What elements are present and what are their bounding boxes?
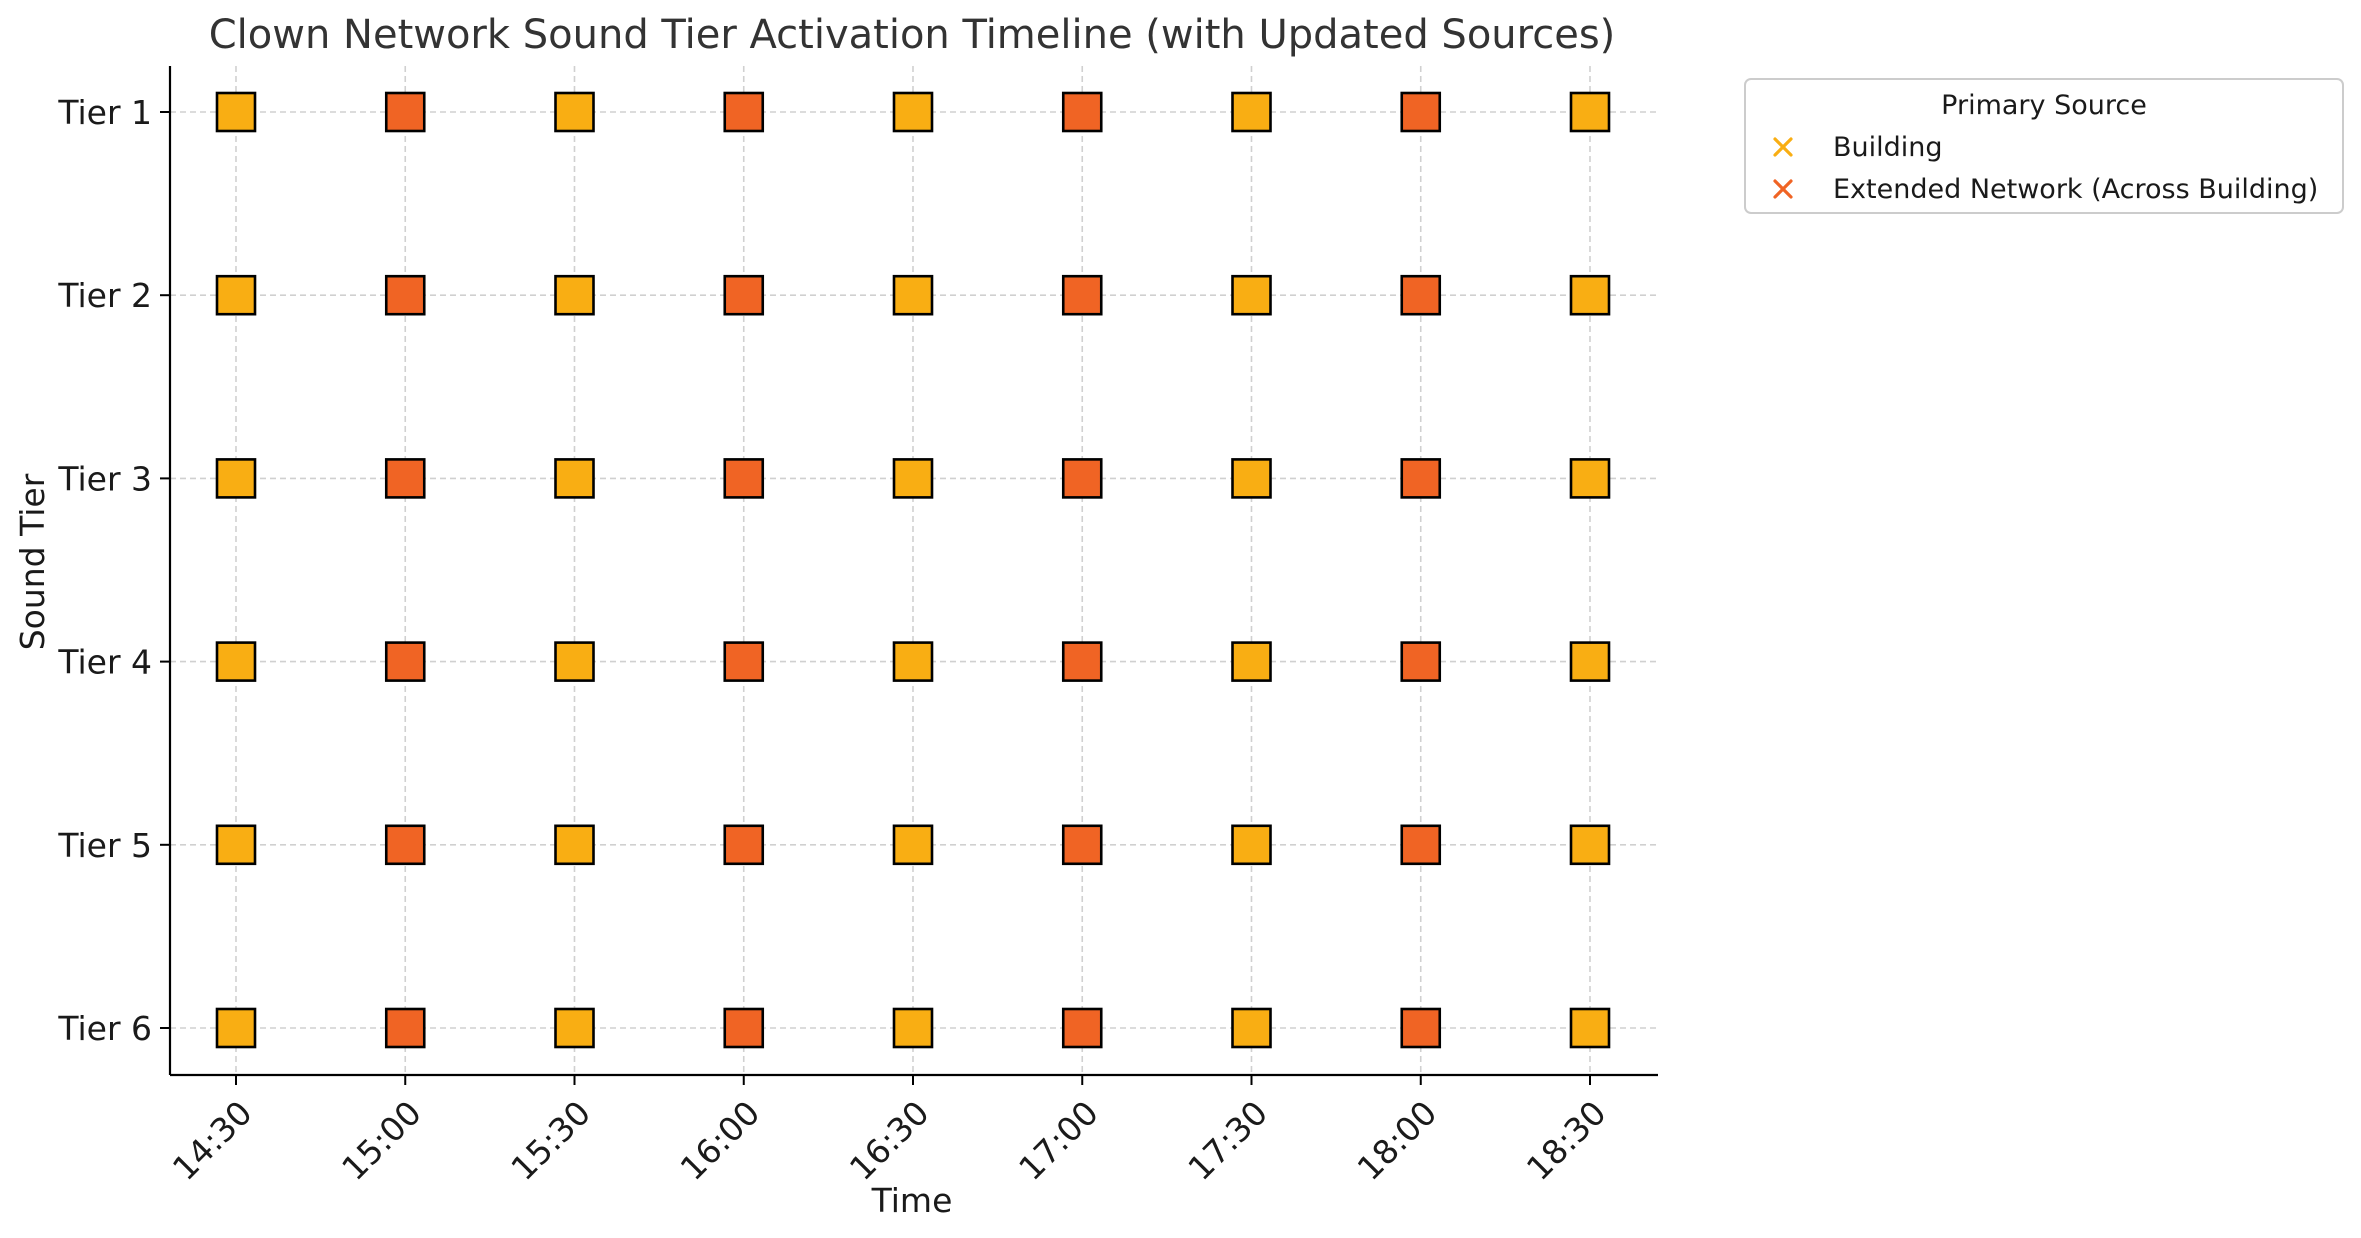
data-point-marker	[556, 643, 594, 681]
data-point-marker	[1233, 93, 1271, 131]
data-point-marker	[894, 276, 932, 314]
x-axis-ticks: 14:30 15:00 15:30 16:00 16:30 17:00 17:30 18:00…	[165, 1075, 1614, 1188]
data-point-marker	[1571, 1009, 1609, 1047]
data-point-marker	[1063, 459, 1101, 497]
x-tick-label: 15:30	[503, 1093, 598, 1188]
data-point-marker	[386, 826, 424, 864]
y-axis-ticks: Tier 1 Tier 2 Tier 3 Tier 4 Tier 5 Tier 6	[57, 93, 170, 1048]
y-tick-label: Tier 2	[57, 276, 152, 315]
data-point-marker	[217, 276, 255, 314]
data-point-marker	[1233, 643, 1271, 681]
data-point-marker	[386, 459, 424, 497]
data-point-marker	[556, 459, 594, 497]
y-tick-label: Tier 6	[57, 1009, 152, 1048]
data-point-marker	[217, 643, 255, 681]
data-point-marker	[1233, 1009, 1271, 1047]
data-point-marker	[1571, 93, 1609, 131]
x-tick-label: 14:30	[165, 1093, 260, 1188]
data-point-marker	[556, 826, 594, 864]
data-point-marker	[386, 643, 424, 681]
data-point-marker	[1233, 826, 1271, 864]
data-point-marker	[556, 93, 594, 131]
data-point-marker	[217, 459, 255, 497]
data-point-marker	[725, 643, 763, 681]
data-point-marker	[1233, 276, 1271, 314]
y-tick-label: Tier 4	[57, 643, 152, 682]
data-point-marker	[1571, 276, 1609, 314]
data-point-marker	[725, 459, 763, 497]
data-point-marker	[1063, 643, 1101, 681]
x-tick-label: 18:30	[1519, 1093, 1614, 1188]
data-point-marker	[386, 93, 424, 131]
x-tick-label: 15:00	[334, 1093, 429, 1188]
legend: Primary Source Building Extended Network …	[1745, 79, 2343, 213]
data-point-marker	[1063, 93, 1101, 131]
data-point-marker	[1063, 1009, 1101, 1047]
y-tick-label: Tier 3	[57, 459, 152, 498]
data-point-marker	[725, 276, 763, 314]
legend-title: Primary Source	[1941, 90, 2147, 121]
legend-label: Extended Network (Across Building)	[1833, 174, 2318, 205]
legend-entry: Extended Network (Across Building)	[1775, 174, 2318, 205]
data-point-marker	[556, 276, 594, 314]
data-point-marker	[386, 276, 424, 314]
data-point-marker	[1402, 643, 1440, 681]
data-point-marker	[894, 459, 932, 497]
x-axis-label: Time	[871, 1181, 953, 1220]
data-point-marker	[1571, 643, 1609, 681]
data-point-marker	[1402, 276, 1440, 314]
legend-label: Building	[1833, 132, 1943, 163]
data-point-marker	[894, 826, 932, 864]
y-axis-label: Sound Tier	[13, 473, 52, 650]
data-point-marker	[1571, 826, 1609, 864]
x-tick-label: 18:00	[1350, 1093, 1445, 1188]
data-point-marker	[894, 93, 932, 131]
grid-lines	[170, 66, 1658, 1075]
data-point-marker	[1402, 826, 1440, 864]
x-tick-label: 16:00	[673, 1093, 768, 1188]
data-point-marker	[1402, 93, 1440, 131]
data-point-marker	[1233, 459, 1271, 497]
data-point-marker	[1063, 826, 1101, 864]
data-point-marker	[894, 643, 932, 681]
x-tick-label: 16:30	[842, 1093, 937, 1188]
data-point-marker	[217, 1009, 255, 1047]
data-point-marker	[556, 1009, 594, 1047]
chart-title: Clown Network Sound Tier Activation Time…	[209, 12, 1616, 58]
x-tick-label: 17:30	[1180, 1093, 1275, 1188]
data-point-marker	[1402, 459, 1440, 497]
axes	[170, 66, 1658, 1075]
data-point-marker	[725, 826, 763, 864]
data-point-marker	[1402, 1009, 1440, 1047]
data-point-marker	[1063, 276, 1101, 314]
data-point-marker	[1571, 459, 1609, 497]
x-tick-label: 17:00	[1011, 1093, 1106, 1188]
data-point-marker	[217, 826, 255, 864]
data-point-marker	[725, 1009, 763, 1047]
data-point-marker	[894, 1009, 932, 1047]
data-point-marker	[217, 93, 255, 131]
data-point-marker	[725, 93, 763, 131]
data-point-marker	[386, 1009, 424, 1047]
y-tick-label: Tier 1	[57, 93, 152, 132]
y-tick-label: Tier 5	[57, 826, 152, 865]
